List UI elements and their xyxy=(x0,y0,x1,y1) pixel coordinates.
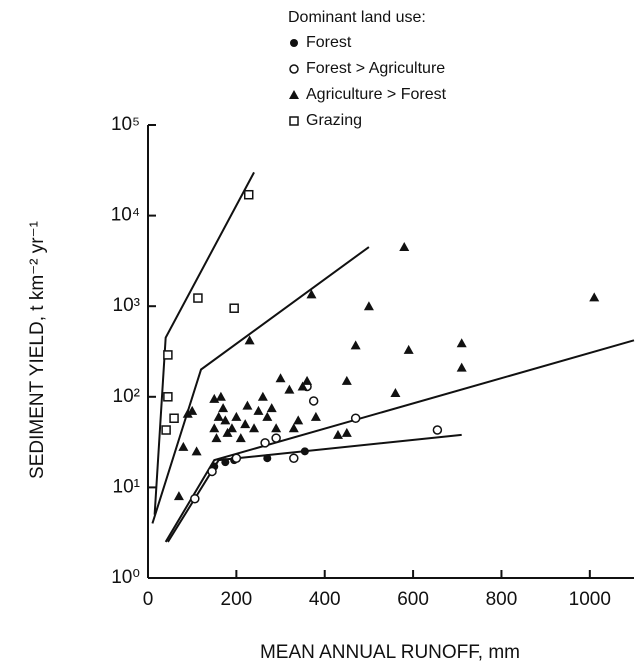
point xyxy=(266,403,277,413)
legend-marker xyxy=(289,90,299,99)
point xyxy=(262,411,273,421)
point xyxy=(221,458,230,467)
point xyxy=(222,427,233,437)
point xyxy=(211,433,222,443)
point xyxy=(310,411,321,421)
point xyxy=(231,411,242,421)
point xyxy=(218,403,229,413)
point xyxy=(288,423,299,433)
point xyxy=(213,411,224,421)
point xyxy=(350,340,361,350)
point xyxy=(271,433,281,443)
point xyxy=(173,491,184,501)
point xyxy=(240,419,251,429)
y-axis-label: SEDIMENT YIELD, t km⁻² yr⁻¹ xyxy=(27,221,48,479)
legend-label: Forest xyxy=(306,34,352,51)
point xyxy=(215,391,226,401)
fit-line xyxy=(151,246,370,524)
legend-marker xyxy=(290,39,298,47)
legend-label: Agriculture > Forest xyxy=(306,86,447,103)
point xyxy=(226,423,237,433)
point xyxy=(341,375,352,385)
point xyxy=(243,189,254,200)
point xyxy=(182,408,193,418)
point xyxy=(308,396,319,406)
point xyxy=(207,466,217,477)
x-tick-label: 200 xyxy=(221,589,253,610)
y-tick-label: 10⁴ xyxy=(111,205,140,226)
point xyxy=(341,427,352,437)
point xyxy=(293,415,304,425)
point xyxy=(403,344,414,354)
point xyxy=(169,413,179,423)
point xyxy=(253,405,264,415)
legend-marker xyxy=(289,64,299,74)
point xyxy=(220,415,231,425)
point xyxy=(249,423,260,433)
legend-label: Forest > Agriculture xyxy=(306,60,445,77)
point xyxy=(589,292,600,302)
point xyxy=(289,453,299,463)
point xyxy=(363,301,374,311)
point xyxy=(399,242,410,252)
y-tick-label: 10⁵ xyxy=(111,114,140,135)
point xyxy=(229,303,239,313)
point xyxy=(161,425,171,435)
point xyxy=(432,425,443,435)
point xyxy=(271,423,282,433)
fit-line xyxy=(153,171,255,515)
point xyxy=(284,384,295,394)
y-tick-label: 10³ xyxy=(113,295,140,316)
legend-marker xyxy=(289,116,299,126)
point xyxy=(242,400,253,410)
point xyxy=(456,362,467,372)
point xyxy=(193,293,203,303)
point xyxy=(300,447,309,456)
point xyxy=(257,391,268,401)
fit-line xyxy=(164,339,635,543)
x-tick-label: 1000 xyxy=(569,589,611,610)
point xyxy=(275,373,286,383)
point xyxy=(190,493,200,504)
point xyxy=(297,381,308,391)
x-tick-label: 600 xyxy=(397,589,429,610)
point xyxy=(187,405,198,415)
y-tick-label: 10¹ xyxy=(113,476,140,497)
point xyxy=(231,453,242,463)
point xyxy=(350,413,361,423)
x-axis-label: MEAN ANNUAL RUNOFF, mm xyxy=(260,642,520,663)
legend-label: Grazing xyxy=(306,112,362,129)
x-tick-label: 0 xyxy=(143,589,154,610)
point xyxy=(163,350,173,360)
point xyxy=(209,423,220,433)
point xyxy=(235,433,246,443)
point xyxy=(244,335,255,345)
x-tick-label: 400 xyxy=(309,589,341,610)
point xyxy=(302,375,313,385)
point xyxy=(263,454,272,463)
x-tick-label: 800 xyxy=(486,589,518,610)
point xyxy=(260,438,270,448)
point xyxy=(390,388,401,398)
y-tick-label: 10² xyxy=(113,386,140,407)
point xyxy=(163,392,173,402)
point xyxy=(178,441,189,451)
point xyxy=(191,446,202,456)
point xyxy=(332,429,343,439)
point xyxy=(456,338,467,348)
fit-line xyxy=(167,433,462,543)
legend-title: Dominant land use: xyxy=(288,9,426,26)
point xyxy=(306,289,317,299)
y-tick-label: 10⁰ xyxy=(111,567,140,588)
